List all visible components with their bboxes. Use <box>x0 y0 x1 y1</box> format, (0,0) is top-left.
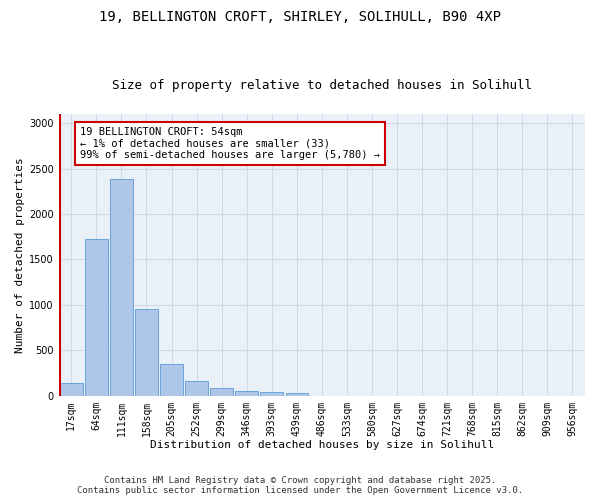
Title: Size of property relative to detached houses in Solihull: Size of property relative to detached ho… <box>112 79 532 92</box>
Bar <box>286 393 308 396</box>
Bar <box>60 383 83 396</box>
Bar <box>211 388 233 396</box>
Y-axis label: Number of detached properties: Number of detached properties <box>15 157 25 352</box>
Bar <box>260 392 283 396</box>
Text: 19, BELLINGTON CROFT, SHIRLEY, SOLIHULL, B90 4XP: 19, BELLINGTON CROFT, SHIRLEY, SOLIHULL,… <box>99 10 501 24</box>
Text: 19 BELLINGTON CROFT: 54sqm
← 1% of detached houses are smaller (33)
99% of semi-: 19 BELLINGTON CROFT: 54sqm ← 1% of detac… <box>80 126 380 160</box>
X-axis label: Distribution of detached houses by size in Solihull: Distribution of detached houses by size … <box>150 440 494 450</box>
Bar <box>160 364 183 396</box>
Bar <box>135 310 158 396</box>
Text: Contains HM Land Registry data © Crown copyright and database right 2025.
Contai: Contains HM Land Registry data © Crown c… <box>77 476 523 495</box>
Bar <box>235 390 258 396</box>
Bar <box>85 240 107 396</box>
Bar <box>185 381 208 396</box>
Bar <box>110 178 133 396</box>
